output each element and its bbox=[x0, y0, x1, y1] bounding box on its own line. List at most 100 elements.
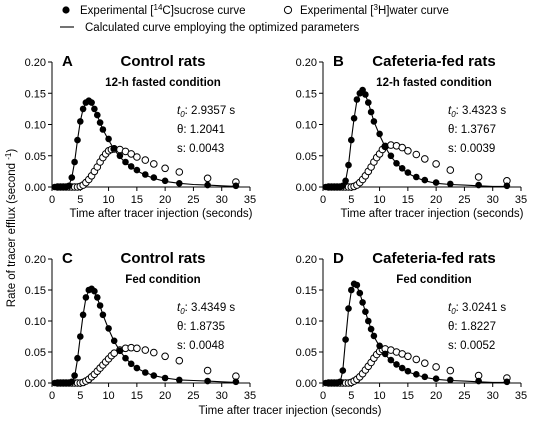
panel-a-sucrose-point bbox=[77, 118, 84, 125]
panel-d-x-tick-label: 25 bbox=[458, 390, 470, 402]
panel-d-y-tick-label: 0.15 bbox=[296, 285, 317, 297]
panel-a-sucrose-point bbox=[68, 174, 76, 181]
panel-b-water-point bbox=[432, 160, 440, 168]
panel-b-sucrose-point bbox=[339, 182, 347, 190]
panel-d-water-point bbox=[446, 366, 455, 375]
panel-d-water-point bbox=[412, 355, 421, 364]
panel-a-x-tick-label: 0 bbox=[49, 194, 55, 206]
panel-c-param-t0: t0: 3.4349 s bbox=[177, 302, 235, 316]
panel-b-x-tick-label: 0 bbox=[320, 194, 326, 206]
panel-a-y-tick-label: 0.10 bbox=[25, 120, 46, 132]
panel-c-y-tick-label: 0.00 bbox=[25, 378, 46, 390]
panel-a-water-point bbox=[175, 168, 184, 176]
panel-c-sucrose-point bbox=[79, 311, 87, 319]
panel-d-sucrose-point bbox=[413, 371, 420, 378]
panel-d-sucrose-point bbox=[404, 367, 412, 375]
panel-a-sucrose-point bbox=[105, 135, 112, 143]
panel-d-sucrose-point bbox=[356, 289, 364, 297]
panel-c-sucrose-point bbox=[99, 311, 107, 319]
panel-b: 0.00 0.05 0.10 0.15 0.20 0 5 10 15 20 25 30 35 B Cafet… bbox=[296, 53, 528, 220]
panel-c-water-point bbox=[141, 346, 150, 354]
panel-a-sucrose-point bbox=[176, 180, 183, 187]
panel-c-sucrose-point bbox=[204, 377, 211, 385]
panel-d-y-tick-label: 0.00 bbox=[296, 378, 317, 390]
panel-a-param-t0: t0: 2.9357 s bbox=[177, 105, 235, 119]
panel-d-sucrose-point bbox=[475, 377, 482, 385]
panel-b-sucrose-point bbox=[421, 176, 429, 184]
panel-b-sucrose-point bbox=[475, 181, 482, 189]
legend: Experimental [14C]sucrose curve Experime… bbox=[60, 3, 449, 34]
panel-b-sucrose-point bbox=[432, 179, 440, 186]
panel-b-title: Cafeteria-fed rats bbox=[372, 53, 495, 70]
panel-b-sucrose-point bbox=[345, 161, 352, 169]
panel-a-sucrose-point bbox=[96, 119, 104, 126]
panel-a-water-point bbox=[161, 164, 169, 173]
panel-a-sucrose-point bbox=[204, 181, 211, 189]
panel-a-x-tick-label: 25 bbox=[187, 194, 199, 206]
panel-b-sucrose-point bbox=[393, 160, 400, 167]
panel-d-sucrose-point bbox=[398, 364, 406, 372]
panel-c-title: Control rats bbox=[120, 250, 205, 267]
panel-c-sucrose-point bbox=[161, 374, 169, 382]
panel-d-sucrose-point bbox=[362, 308, 369, 316]
panel-d-sucrose-point bbox=[376, 342, 383, 350]
panel-d-letter: D bbox=[333, 250, 344, 267]
panel-d-calculated-curve bbox=[323, 283, 507, 384]
panel-c-sucrose-point bbox=[74, 354, 81, 362]
panel-a-sucrose-point bbox=[232, 182, 240, 190]
panel-d-sucrose-point bbox=[447, 376, 454, 384]
panel-a-param-theta: θ: 1.2041 bbox=[177, 124, 225, 136]
panel-a-x-tick-label: 10 bbox=[102, 194, 114, 206]
panel-a-x-axis-title: Time after tracer injection (seconds) bbox=[69, 208, 252, 220]
legend-sucrose-marker bbox=[62, 6, 70, 14]
panel-a-water-point bbox=[133, 153, 141, 161]
panel-c-water-point bbox=[133, 344, 141, 353]
panel-d-sucrose-point bbox=[387, 356, 395, 364]
panel-b-letter: B bbox=[333, 53, 344, 70]
panel-d-sucrose-point bbox=[345, 305, 352, 312]
panel-a-sucrose-point bbox=[88, 99, 95, 106]
panel-c-y-tick-label: 0.20 bbox=[25, 254, 46, 266]
panel-b-x-tick-label: 10 bbox=[373, 194, 385, 206]
panel-c-sucrose-point bbox=[94, 294, 101, 301]
panel-b-water-point bbox=[446, 166, 455, 174]
panel-c-sucrose-point bbox=[127, 360, 135, 368]
panel-c-sucrose-point bbox=[142, 369, 149, 376]
panel-a-sucrose-point bbox=[127, 163, 135, 170]
panel-c-x-tick-label: 20 bbox=[159, 390, 171, 402]
panel-a-sucrose-point bbox=[116, 152, 124, 160]
panel-c-x-tick-label: 5 bbox=[77, 390, 83, 402]
panel-d-sucrose-point bbox=[359, 299, 366, 306]
legend-water-label: Experimental [3H]water curve bbox=[300, 3, 449, 17]
panel-b-sucrose-point bbox=[376, 130, 383, 138]
panel-a-param-s: s: 0.0043 bbox=[177, 143, 224, 155]
panel-b-sucrose-point bbox=[365, 99, 372, 106]
panel-d-title: Cafeteria-fed rats bbox=[372, 250, 495, 267]
panel-d-x-tick-label: 35 bbox=[515, 390, 527, 402]
panel-b-sucrose-point bbox=[342, 177, 349, 185]
legend-water-marker bbox=[283, 5, 293, 15]
panel-a-sucrose-point bbox=[65, 182, 73, 190]
panel-b-x-tick-label: 30 bbox=[487, 194, 499, 206]
panel-d-sucrose-point bbox=[342, 336, 349, 343]
panel-b-sucrose-point bbox=[353, 96, 361, 103]
panel-c-sucrose-point bbox=[133, 364, 141, 372]
panel-a-y-tick-label: 0.05 bbox=[25, 151, 46, 163]
panel-c-sucrose-point bbox=[150, 372, 158, 379]
panel-d-sucrose-point bbox=[339, 367, 347, 374]
panel-a: 0.00 0.05 0.10 0.15 0.20 0 5 10 15 20 25 30 35 A Contr… bbox=[25, 53, 257, 220]
panel-a-sucrose-point bbox=[161, 177, 169, 185]
panel-c-sucrose-point bbox=[176, 376, 183, 384]
panel-b-sucrose-point bbox=[367, 108, 375, 116]
legend-curve-label: Calculated curve employing the optimized… bbox=[85, 22, 359, 34]
panel-c-y-tick-label: 0.10 bbox=[25, 316, 46, 328]
panel-c-x-tick-label: 30 bbox=[216, 390, 228, 402]
panel-b-param-s: s: 0.0039 bbox=[448, 143, 495, 155]
panel-d-x-tick-label: 15 bbox=[402, 390, 414, 402]
panel-c-sucrose-point bbox=[116, 347, 124, 355]
panel-d: 0.00 0.05 0.10 0.15 0.20 0 5 10 15 20 25 30 35 D Cafet… bbox=[296, 250, 528, 402]
panel-d-sucrose-point bbox=[365, 317, 372, 325]
panel-b-subtitle: 12-h fasted condition bbox=[376, 77, 492, 89]
panel-c-water-point bbox=[203, 366, 212, 375]
